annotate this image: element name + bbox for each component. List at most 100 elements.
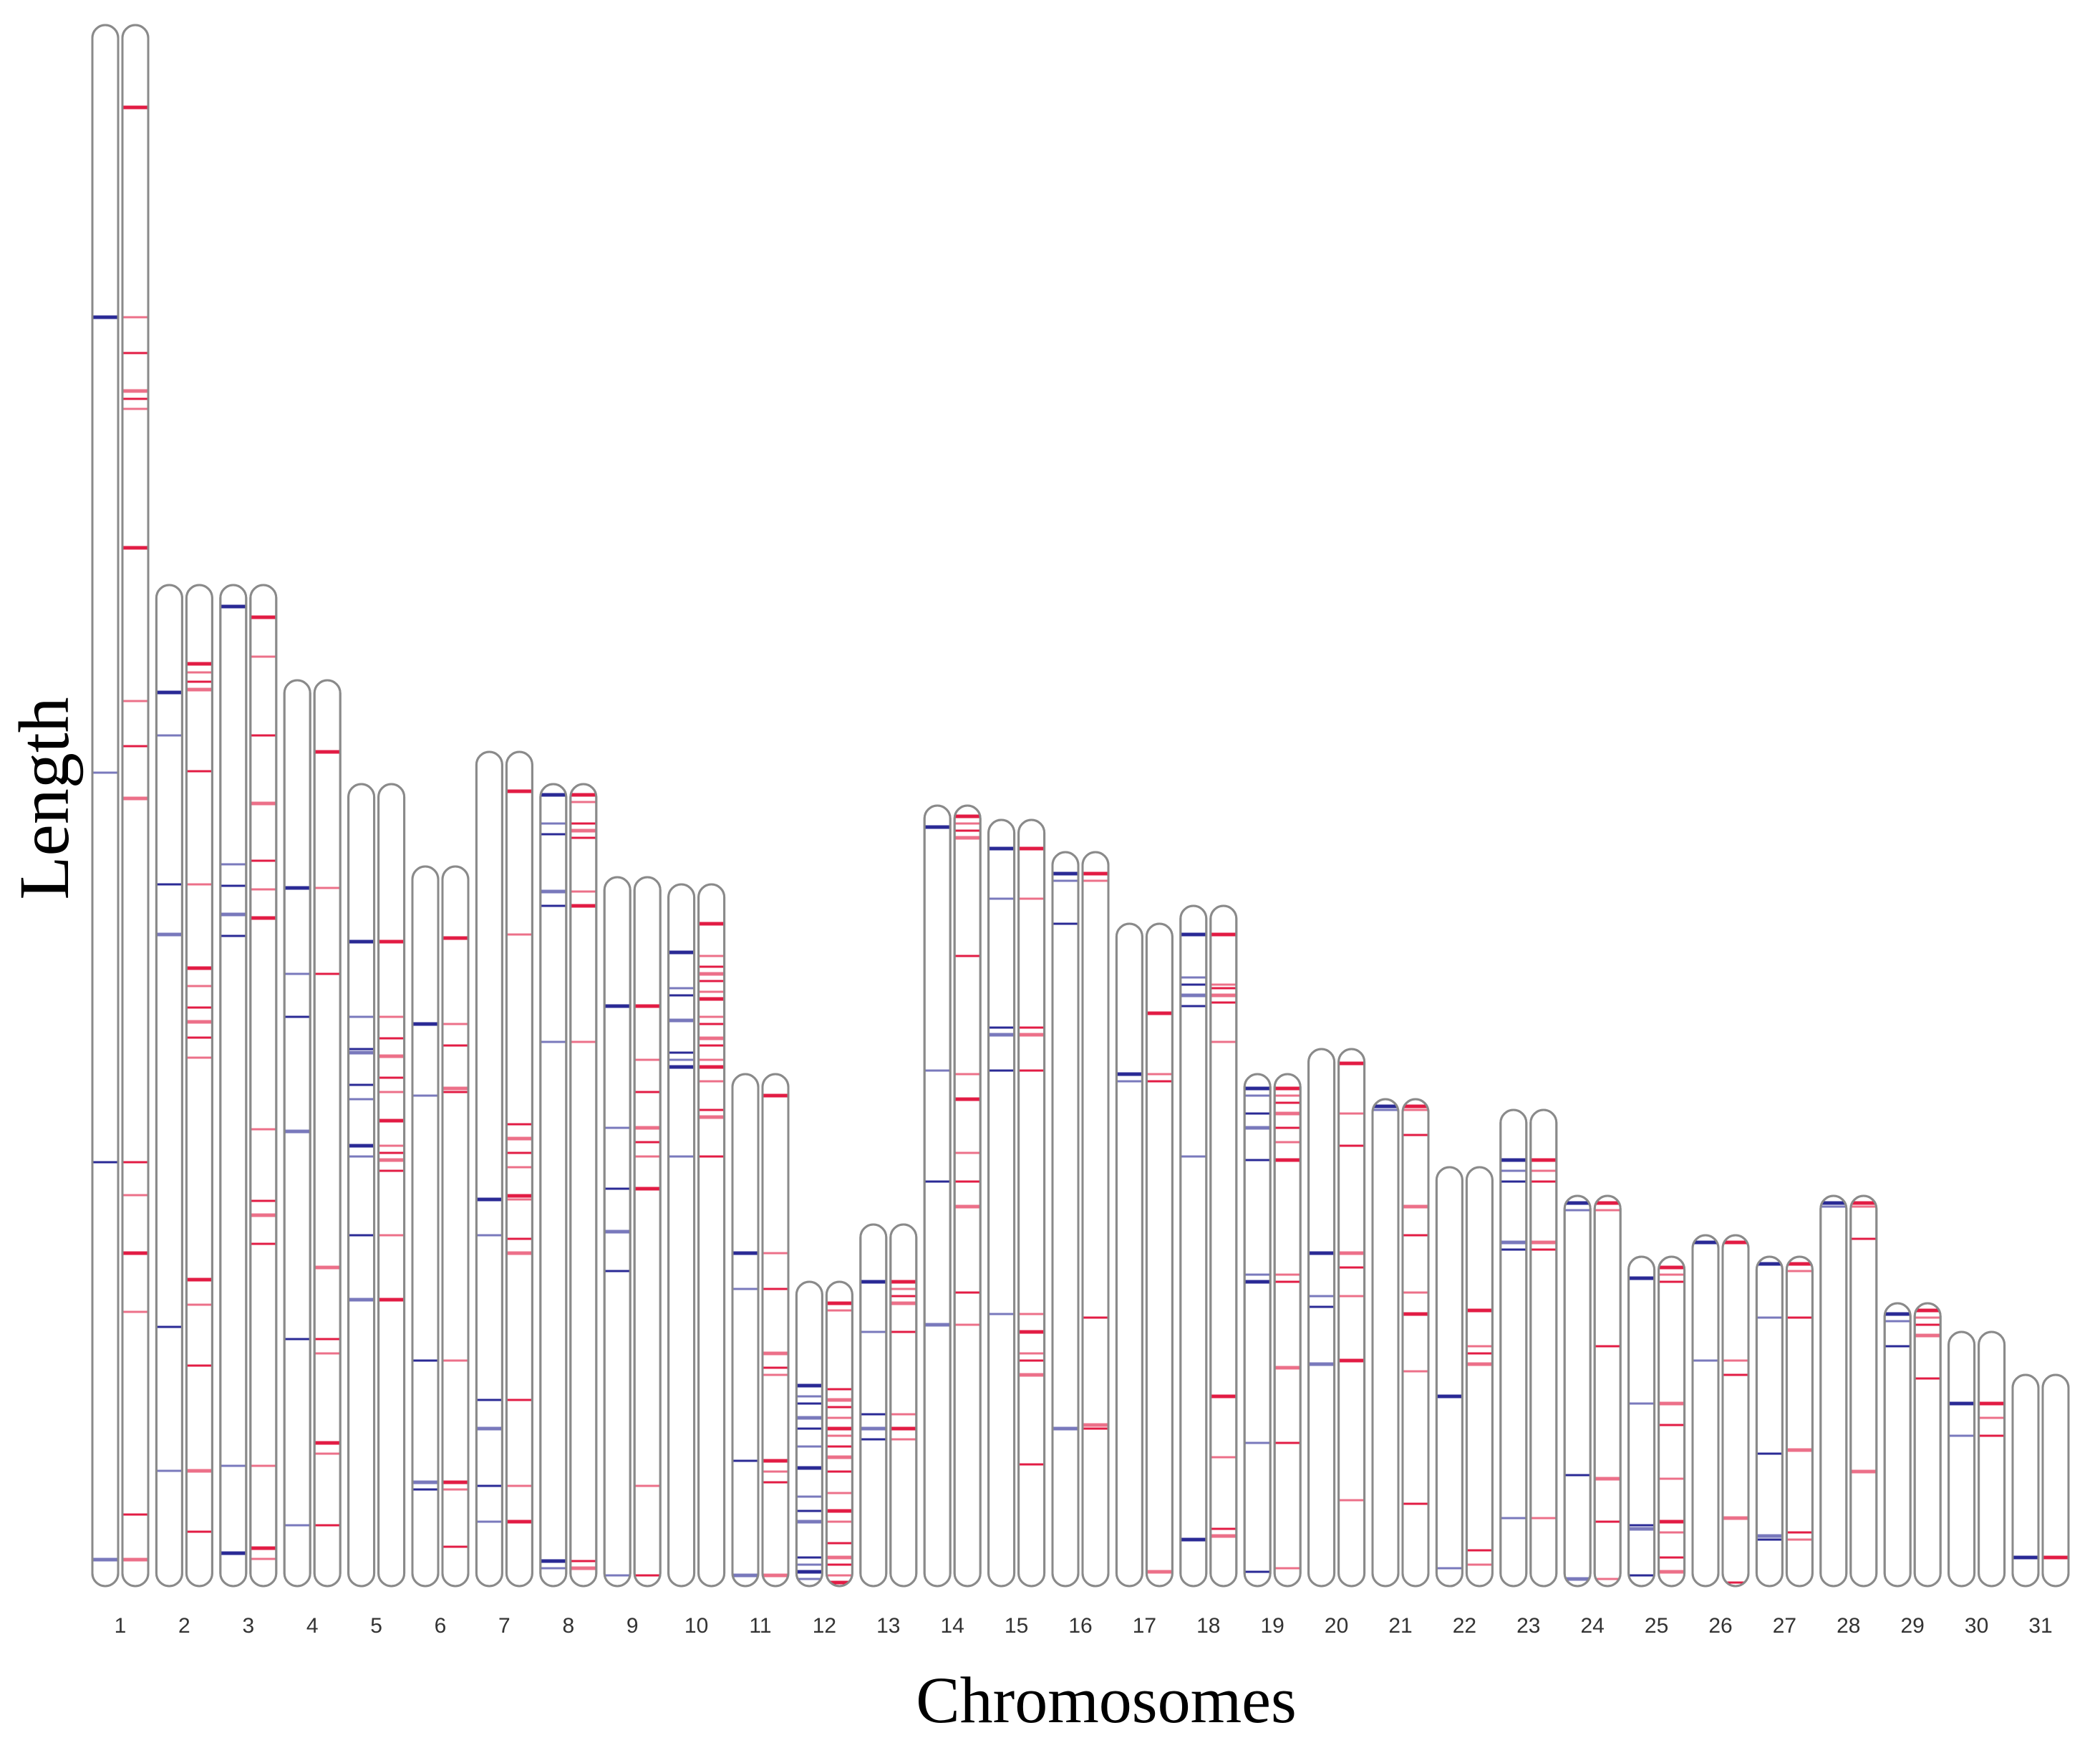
chromosome-26-right-body — [1721, 1234, 1750, 1588]
chromosome-6-left-body — [411, 865, 440, 1588]
chromosome-5 — [347, 783, 406, 1588]
chromosome-1-left-body — [91, 24, 120, 1588]
chromosome-13-left-body — [859, 1223, 888, 1588]
chromosome-11-left-body — [731, 1073, 760, 1588]
x-tick-label: 3 — [242, 1614, 254, 1638]
chromosome-29-right-body — [1913, 1302, 1942, 1588]
chromosome-27 — [1755, 1255, 1814, 1588]
x-tick-label: 2 — [178, 1614, 190, 1638]
x-tick-label: 7 — [498, 1614, 511, 1638]
x-tick-label: 20 — [1325, 1614, 1348, 1638]
chromosome-25 — [1627, 1255, 1686, 1588]
chromosome-6 — [411, 865, 470, 1588]
chromosome-11-right-body — [761, 1073, 790, 1588]
chromosome-6-right-body — [441, 865, 470, 1588]
chromosome-1 — [91, 24, 150, 1588]
chromosome-7 — [475, 750, 533, 1588]
chromosome-21-right-body — [1401, 1098, 1430, 1588]
chromosome-13 — [859, 1223, 918, 1588]
chromosome-28 — [1819, 1194, 1878, 1588]
chromosome-16 — [1051, 851, 1110, 1588]
chromosome-4 — [283, 679, 342, 1588]
chromosome-16-right-body — [1081, 851, 1110, 1588]
x-tick-label: 21 — [1388, 1614, 1412, 1638]
x-tick-label: 8 — [562, 1614, 574, 1638]
chromosome-3-left-body — [219, 584, 248, 1588]
x-tick-label: 15 — [1005, 1614, 1028, 1638]
chromosome-22-right-body — [1465, 1166, 1494, 1588]
chromosome-9 — [603, 876, 662, 1588]
chromosome-24-left-body — [1563, 1194, 1592, 1588]
x-tick-label: 29 — [1901, 1614, 1925, 1638]
x-tick-label: 16 — [1068, 1614, 1092, 1638]
chromosome-18-left-body — [1179, 904, 1208, 1588]
x-tick-label: 31 — [2028, 1614, 2052, 1638]
x-tick-labels: 1 2 3 4 5 6 7 8 9 10 11 12 13 14 15 16 17 18 19 20 21 22 23 24 2… — [115, 1614, 2053, 1638]
chromosome-20-right-body — [1337, 1048, 1366, 1588]
chromosome-17-left-body — [1115, 922, 1143, 1588]
chromosome-10 — [667, 883, 726, 1588]
x-tick-label: 28 — [1837, 1614, 1860, 1638]
chromosome-31 — [2011, 1373, 2070, 1588]
chromosome-21 — [1371, 1098, 1430, 1588]
chromosome-4-right-body — [313, 679, 342, 1588]
chromosome-12-left-body — [795, 1280, 823, 1588]
chromosome-30 — [1947, 1330, 2006, 1588]
x-tick-label: 14 — [941, 1614, 964, 1638]
chromosome-17-right-body — [1145, 922, 1174, 1588]
chromosome-10-left-body — [667, 883, 696, 1588]
x-tick-label: 24 — [1581, 1614, 1605, 1638]
x-tick-label: 11 — [749, 1614, 771, 1638]
chromosome-30-right-body — [1978, 1330, 2006, 1588]
chromosome-11 — [731, 1073, 790, 1588]
chromosome-24-right-body — [1593, 1194, 1622, 1588]
chromosome-14-right-body — [953, 804, 982, 1588]
chromosome-17 — [1115, 922, 1174, 1588]
chromosome-14-left-body — [923, 804, 952, 1588]
chromosome-29 — [1883, 1302, 1942, 1588]
chromosome-2 — [155, 584, 213, 1588]
x-tick-label: 17 — [1133, 1614, 1156, 1638]
chromosome-18-right-body — [1209, 904, 1238, 1588]
chromosome-19-right-body — [1273, 1073, 1302, 1588]
x-tick-label: 23 — [1516, 1614, 1540, 1638]
chromosome-24 — [1563, 1194, 1622, 1588]
chromosome-1-right-body — [121, 24, 150, 1588]
x-tick-label: 4 — [306, 1614, 319, 1638]
chromosome-8 — [539, 783, 598, 1588]
chromosome-15-left-body — [987, 818, 1016, 1588]
chromosome-22 — [1435, 1166, 1494, 1588]
chromosome-23 — [1499, 1108, 1558, 1588]
chromosome-15 — [987, 818, 1046, 1588]
chromosome-26-left-body — [1691, 1234, 1720, 1588]
chromosome-2-right-body — [185, 584, 213, 1588]
x-tick-label: 22 — [1453, 1614, 1476, 1638]
chromosome-21-left-body — [1371, 1098, 1400, 1588]
chromosome-12 — [795, 1280, 853, 1588]
x-tick-label: 25 — [1645, 1614, 1668, 1638]
x-tick-label: 6 — [435, 1614, 447, 1638]
chromosome-14 — [923, 804, 982, 1588]
chromosome-10-right-body — [697, 883, 726, 1588]
x-tick-label: 26 — [1708, 1614, 1732, 1638]
chromosome-25-left-body — [1627, 1255, 1656, 1588]
chromosome-19 — [1243, 1073, 1302, 1588]
x-axis-title: Chromosomes — [916, 1663, 1297, 1737]
chromosome-12-right-body — [825, 1280, 853, 1588]
chromosome-20 — [1307, 1048, 1366, 1588]
chromosome-9-right-body — [633, 876, 662, 1588]
chromosome-25-right-body — [1658, 1255, 1686, 1588]
chromosome-28-right-body — [1849, 1194, 1878, 1588]
chromosome-22-left-body — [1435, 1166, 1463, 1588]
chromosome-28-left-body — [1819, 1194, 1848, 1588]
chromosome-layer — [91, 24, 2070, 1588]
chromosome-5-left-body — [347, 783, 376, 1588]
x-tick-label: 1 — [115, 1614, 127, 1638]
chromosome-30-left-body — [1947, 1330, 1976, 1588]
x-tick-label: 27 — [1773, 1614, 1796, 1638]
chromosome-15-right-body — [1017, 818, 1046, 1588]
chromosome-27-right-body — [1785, 1255, 1814, 1588]
x-tick-label: 10 — [684, 1614, 708, 1638]
chromosome-16-left-body — [1051, 851, 1080, 1588]
